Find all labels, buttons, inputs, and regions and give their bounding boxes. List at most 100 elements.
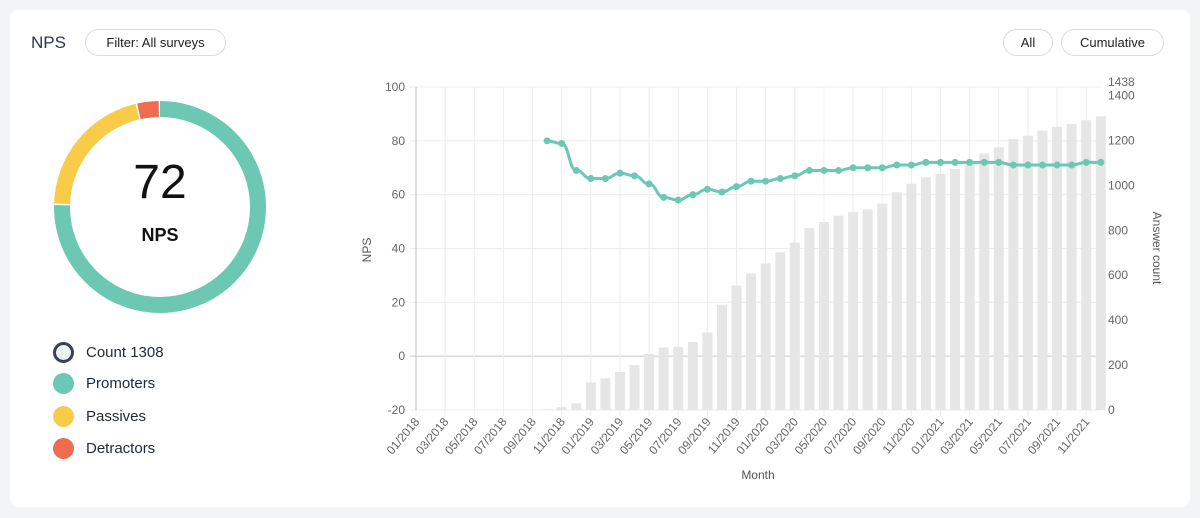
- y2-tick-label: 800: [1108, 223, 1128, 237]
- legend-item-detractors[interactable]: Detractors: [53, 438, 155, 459]
- cumulative-button[interactable]: Cumulative: [1061, 29, 1164, 56]
- range-all-button[interactable]: All: [1003, 29, 1053, 56]
- answer-count-bar: [687, 341, 698, 410]
- nps-point: [893, 161, 901, 169]
- ring-icon: [53, 342, 74, 363]
- nps-point: [1053, 161, 1061, 169]
- nps-donut: [54, 101, 266, 313]
- answer-count-bar: [614, 372, 625, 410]
- nps-point: [1009, 161, 1017, 169]
- y2-tick-label: 0: [1108, 403, 1115, 417]
- answer-count-bar: [600, 378, 611, 410]
- nps-point: [849, 164, 857, 172]
- legend-item-promoters[interactable]: Promoters: [53, 373, 155, 394]
- answer-count-bar: [818, 221, 829, 410]
- answer-count-bar: [935, 174, 946, 410]
- nps-point: [966, 158, 974, 166]
- answer-count-bar: [644, 354, 655, 410]
- answer-count-bar: [542, 409, 553, 410]
- nps-point: [995, 158, 1003, 166]
- answer-count-bar: [746, 273, 757, 410]
- legend-item-passives[interactable]: Passives: [53, 406, 146, 427]
- answer-count-bar: [1022, 135, 1033, 410]
- answer-count-bar: [760, 263, 771, 410]
- nps-point: [1082, 158, 1090, 166]
- nps-point: [572, 166, 580, 174]
- nps-point: [762, 177, 770, 185]
- nps-point: [805, 166, 813, 174]
- nps-point: [674, 196, 682, 204]
- filter-button[interactable]: Filter: All surveys: [85, 29, 226, 56]
- nps-point: [689, 191, 697, 199]
- nps-point: [820, 166, 828, 174]
- legend-item-count[interactable]: Count 1308: [53, 342, 164, 363]
- answer-count-bar: [629, 365, 640, 410]
- nps-point: [747, 177, 755, 185]
- answer-count-bar: [571, 403, 582, 410]
- answer-count-bar: [1008, 139, 1019, 410]
- nps-point: [951, 158, 959, 166]
- y-tick-label: 40: [392, 242, 406, 256]
- y-tick-label: -20: [388, 403, 406, 417]
- passives-dot-icon: [53, 406, 74, 427]
- nps-point: [835, 166, 843, 174]
- nps-point: [1097, 158, 1105, 166]
- y2-tick-label: 400: [1108, 313, 1128, 327]
- answer-count-bar: [673, 346, 684, 410]
- legend-label: Promoters: [86, 375, 156, 392]
- promoters-dot-icon: [53, 373, 74, 394]
- answer-count-bar: [906, 183, 917, 410]
- y2-tick-label: 1000: [1108, 178, 1135, 192]
- nps-point: [1024, 161, 1032, 169]
- answer-count-bar: [716, 304, 727, 410]
- y-tick-label: 100: [385, 80, 405, 94]
- x-axis-title: Month: [741, 468, 774, 482]
- detractors-dot-icon: [53, 438, 74, 459]
- nps-card: [10, 10, 1190, 507]
- answer-count-bar: [877, 203, 888, 410]
- nps-point: [645, 180, 653, 188]
- nps-point: [703, 185, 711, 193]
- y2-axis-title: Answer count: [1150, 212, 1164, 285]
- nps-point: [601, 175, 609, 183]
- answer-count-bar: [1066, 124, 1077, 410]
- nps-score: 72: [133, 156, 187, 209]
- nps-point: [543, 137, 551, 145]
- nps-point: [791, 172, 799, 180]
- donut-segment-promoters: [54, 101, 266, 313]
- nps-point: [937, 158, 945, 166]
- y2-tick-label: 600: [1108, 268, 1128, 282]
- y-tick-label: 60: [392, 188, 406, 202]
- answer-count-bar: [585, 382, 596, 410]
- nps-point: [864, 164, 872, 172]
- answer-count-bar: [964, 164, 975, 410]
- nps-point: [558, 140, 566, 148]
- answer-count-bar: [1095, 116, 1106, 410]
- answer-count-bar: [658, 347, 669, 410]
- answer-count-bar: [556, 407, 567, 410]
- y2-tick-label: 1200: [1108, 133, 1135, 147]
- nps-point: [718, 188, 726, 196]
- answer-count-bar: [993, 147, 1004, 410]
- nps-point: [1068, 161, 1076, 169]
- nps-point: [660, 193, 668, 201]
- y-axis-title: NPS: [360, 238, 374, 263]
- y-tick-label: 20: [392, 295, 406, 309]
- y2-tick-label: 1400: [1108, 89, 1135, 103]
- nps-score-label: NPS: [141, 225, 179, 245]
- answer-count-bar: [979, 153, 990, 410]
- nps-point: [733, 183, 741, 191]
- y-tick-label: 0: [398, 349, 405, 363]
- nps-point: [922, 158, 930, 166]
- nps-point: [1039, 161, 1047, 169]
- answer-count-bar: [848, 212, 859, 410]
- y2-tick-label: 1438: [1108, 75, 1135, 89]
- answer-count-bar: [891, 192, 902, 410]
- y-tick-label: 80: [392, 134, 406, 148]
- y2-tick-label: 200: [1108, 358, 1128, 372]
- nps-point: [616, 169, 624, 177]
- answer-count-bar: [731, 285, 742, 410]
- x-tick-label: 11/2021: [1054, 415, 1092, 457]
- answer-count-bar: [1052, 126, 1063, 411]
